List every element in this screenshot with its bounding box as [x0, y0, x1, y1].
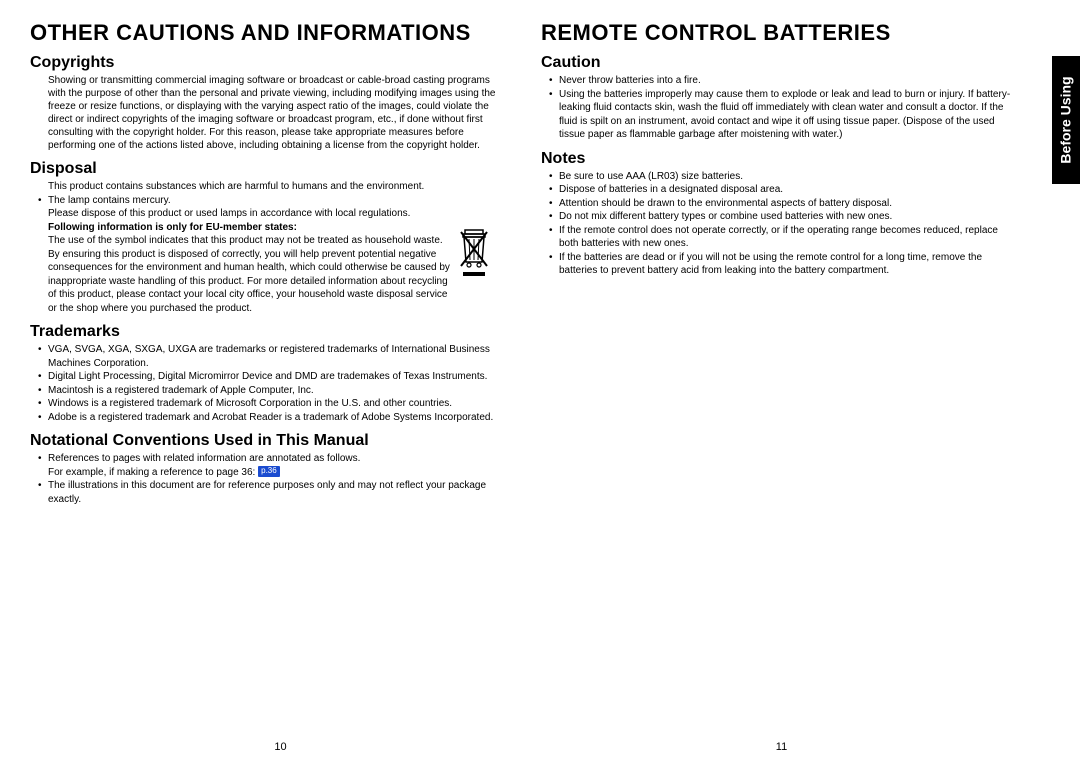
disposal-heading: Disposal — [30, 160, 501, 178]
list-item: Dispose of batteries in a designated dis… — [549, 183, 1014, 197]
list-item: Windows is a registered trademark of Mic… — [38, 397, 501, 411]
list-item: Attention should be drawn to the environ… — [549, 197, 1014, 211]
list-item: If the batteries are dead or if you will… — [549, 251, 1014, 278]
trademarks-heading: Trademarks — [30, 323, 501, 341]
list-item: VGA, SVGA, XGA, SXGA, UXGA are trademark… — [38, 343, 501, 370]
copyrights-heading: Copyrights — [30, 54, 501, 72]
section-tab-label: Before Using — [1058, 76, 1074, 163]
notation-list: References to pages with related informa… — [30, 452, 501, 506]
page-title-left: OTHER CAUTIONS AND INFORMATIONS — [30, 20, 501, 46]
page-title-right: REMOTE CONTROL BATTERIES — [541, 20, 1014, 46]
copyrights-body: Showing or transmitting commercial imagi… — [30, 74, 501, 152]
caution-list: Never throw batteries into a fire. Using… — [541, 74, 1014, 142]
list-item: Digital Light Processing, Digital Microm… — [38, 370, 501, 384]
section-tab-before-using: Before Using — [1052, 56, 1080, 184]
list-item: Do not mix different battery types or co… — [549, 210, 1014, 224]
disposal-bullet-mercury: The lamp contains mercury. — [38, 194, 501, 208]
page-number-right: 11 — [531, 741, 1032, 753]
list-item: References to pages with related informa… — [38, 452, 501, 479]
notes-heading: Notes — [541, 150, 1014, 168]
list-item: Never throw batteries into a fire. — [549, 74, 1014, 88]
disposal-line2: Please dispose of this product or used l… — [30, 207, 501, 221]
disposal-eu-body: The use of the symbol indicates that thi… — [30, 234, 501, 315]
list-item: Using the batteries improperly may cause… — [549, 88, 1014, 142]
trademarks-list: VGA, SVGA, XGA, SXGA, UXGA are trademark… — [30, 343, 501, 424]
notation-line-a: References to pages with related informa… — [48, 453, 360, 464]
list-item: The illustrations in this document are f… — [38, 479, 501, 506]
list-item: If the remote control does not operate c… — [549, 224, 1014, 251]
list-item: Be sure to use AAA (LR03) size batteries… — [549, 170, 1014, 184]
caution-heading: Caution — [541, 54, 1014, 72]
notation-heading: Notational Conventions Used in This Manu… — [30, 432, 501, 450]
page-ref-badge: p.36 — [258, 466, 280, 477]
disposal-eu-bold: Following information is only for EU-mem… — [30, 221, 501, 235]
notation-line-b: For example, if making a reference to pa… — [48, 467, 255, 478]
page-number-left: 10 — [30, 741, 531, 753]
disposal-line1: This product contains substances which a… — [30, 180, 501, 194]
weee-bin-icon — [455, 228, 493, 278]
list-item: Adobe is a registered trademark and Acro… — [38, 411, 501, 425]
notes-list: Be sure to use AAA (LR03) size batteries… — [541, 170, 1014, 278]
list-item: Macintosh is a registered trademark of A… — [38, 384, 501, 398]
